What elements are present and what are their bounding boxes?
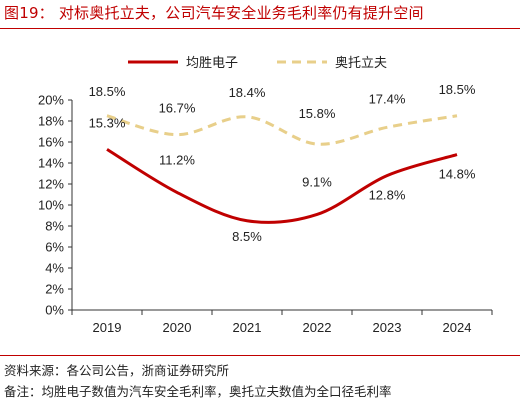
x-tick-labels: 2019 2020 2021 2022 2023 2024 — [71, 310, 493, 335]
y-tick-label: 12% — [38, 177, 64, 192]
data-label: 15.3% — [89, 115, 126, 130]
x-tick-label: 2023 — [373, 320, 402, 335]
x-tick-label: 2024 — [443, 320, 472, 335]
legend-label-series-2: 奥托立夫 — [335, 56, 387, 71]
title-divider — [0, 28, 520, 29]
data-label: 18.5% — [439, 82, 476, 97]
x-tick-label: 2021 — [233, 320, 262, 335]
line-chart: 均胜电子 奥托立夫 0% 2% 4% 6% 8% 10% 12% 14% 16% 18% 20% 2… — [38, 56, 493, 335]
y-tick-label: 14% — [38, 156, 64, 171]
footer-divider — [0, 355, 520, 356]
y-tick-label: 0% — [45, 303, 64, 318]
data-labels: 15.3% 11.2% 8.5% 9.1% 12.8% 14.8% 18.5% 16.7% 18… — [89, 82, 476, 244]
y-tick-label: 16% — [38, 135, 64, 150]
y-tick-label: 4% — [45, 261, 64, 276]
legend: 均胜电子 奥托立夫 — [128, 56, 387, 71]
data-label: 12.8% — [369, 188, 406, 203]
y-tick-label: 18% — [38, 114, 64, 129]
y-tick-label: 10% — [38, 198, 64, 213]
y-tick-label: 6% — [45, 240, 64, 255]
legend-label-series-1: 均胜电子 — [186, 56, 238, 71]
x-tick-label: 2020 — [163, 320, 192, 335]
data-label: 8.5% — [232, 229, 262, 244]
data-label: 18.4% — [229, 85, 266, 100]
y-tick-label: 8% — [45, 219, 64, 234]
series-line-1 — [106, 148, 458, 224]
data-label: 9.1% — [302, 174, 332, 189]
data-label: 17.4% — [369, 91, 406, 106]
y-tick-labels: 0% 2% 4% 6% 8% 10% 12% 14% 16% 18% 20% — [38, 93, 72, 318]
source-note: 资料来源：各公司公告，浙商证券研究所 — [4, 363, 230, 378]
x-tick-label: 2022 — [303, 320, 332, 335]
figure-title: 图19： 对标奥托立夫，公司汽车安全业务毛利率仍有提升空间 — [4, 4, 424, 22]
remark-note: 备注：均胜电子数值为汽车安全毛利率，奥托立夫数值为全口径毛利率 — [4, 384, 392, 399]
x-tick-label: 2019 — [93, 320, 122, 335]
data-label: 18.5% — [89, 84, 126, 99]
data-label: 14.8% — [439, 167, 476, 182]
data-label: 16.7% — [159, 101, 196, 116]
data-label: 15.8% — [299, 106, 336, 121]
series-line-2 — [106, 114, 458, 146]
series-lines — [106, 114, 458, 224]
y-tick-label: 20% — [38, 93, 64, 108]
y-tick-label: 2% — [45, 282, 64, 297]
data-label: 11.2% — [159, 152, 195, 167]
